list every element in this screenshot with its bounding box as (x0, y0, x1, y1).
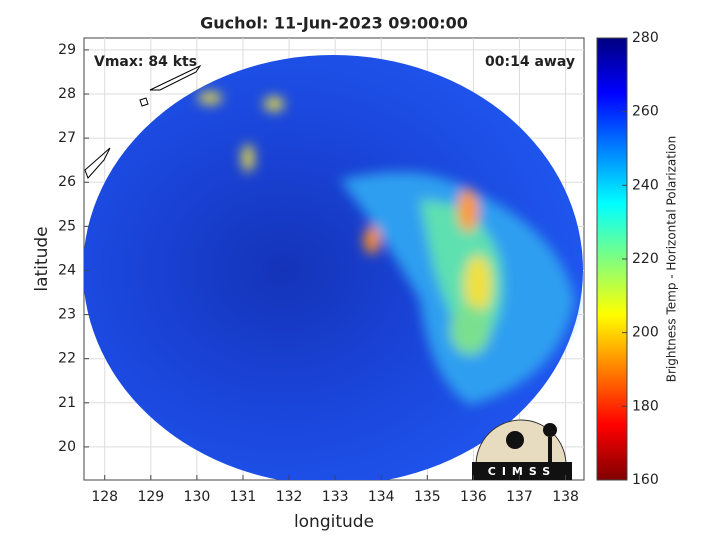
x-tick-label: 135 (414, 489, 441, 505)
y-axis-label: latitude (32, 226, 52, 291)
colorbar-tick-label: 180 (632, 398, 659, 414)
y-tick-label: 27 (58, 130, 76, 146)
x-tick-label: 131 (230, 489, 257, 505)
y-tick-label: 24 (58, 262, 76, 278)
x-axis-label: longitude (294, 512, 374, 532)
x-tick-label: 130 (184, 489, 211, 505)
y-tick-label: 21 (58, 395, 76, 411)
colorbar-tick-label: 160 (632, 472, 659, 488)
swath-image (84, 55, 583, 480)
x-tick-label: 138 (552, 489, 579, 505)
y-tick-label: 25 (58, 218, 76, 234)
colorbar-tick-label: 220 (632, 251, 659, 267)
y-tick-label: 26 (58, 174, 76, 190)
annotation: 00:14 away (485, 54, 575, 70)
logo-text: CIMSS (488, 465, 556, 478)
y-tick-label: 23 (58, 307, 76, 323)
colorbar-tick-label: 280 (632, 30, 659, 46)
x-tick-label: 132 (276, 489, 303, 505)
cimss-logo: CIMSS (472, 419, 572, 480)
chart-title: Guchol: 11-Jun-2023 09:00:00 (200, 14, 468, 33)
annotation: Vmax: 84 kts (94, 54, 197, 70)
x-tick-label: 133 (322, 489, 349, 505)
x-tick-label: 134 (368, 489, 395, 505)
x-tick-label: 129 (137, 489, 164, 505)
colorbar-tick-label: 260 (632, 104, 659, 120)
y-tick-label: 22 (58, 351, 76, 367)
colorbar-label: Brightness Temp - Horizontal Polarizatio… (665, 136, 679, 383)
y-tick-label: 28 (58, 86, 76, 102)
x-tick-label: 137 (506, 489, 533, 505)
y-tick-label: 29 (58, 42, 76, 58)
colorbar-tick-label: 200 (632, 325, 659, 341)
x-tick-label: 128 (91, 489, 118, 505)
colorbar-tick-label: 240 (632, 177, 659, 193)
x-tick-label: 136 (460, 489, 487, 505)
y-tick-label: 20 (58, 439, 76, 455)
